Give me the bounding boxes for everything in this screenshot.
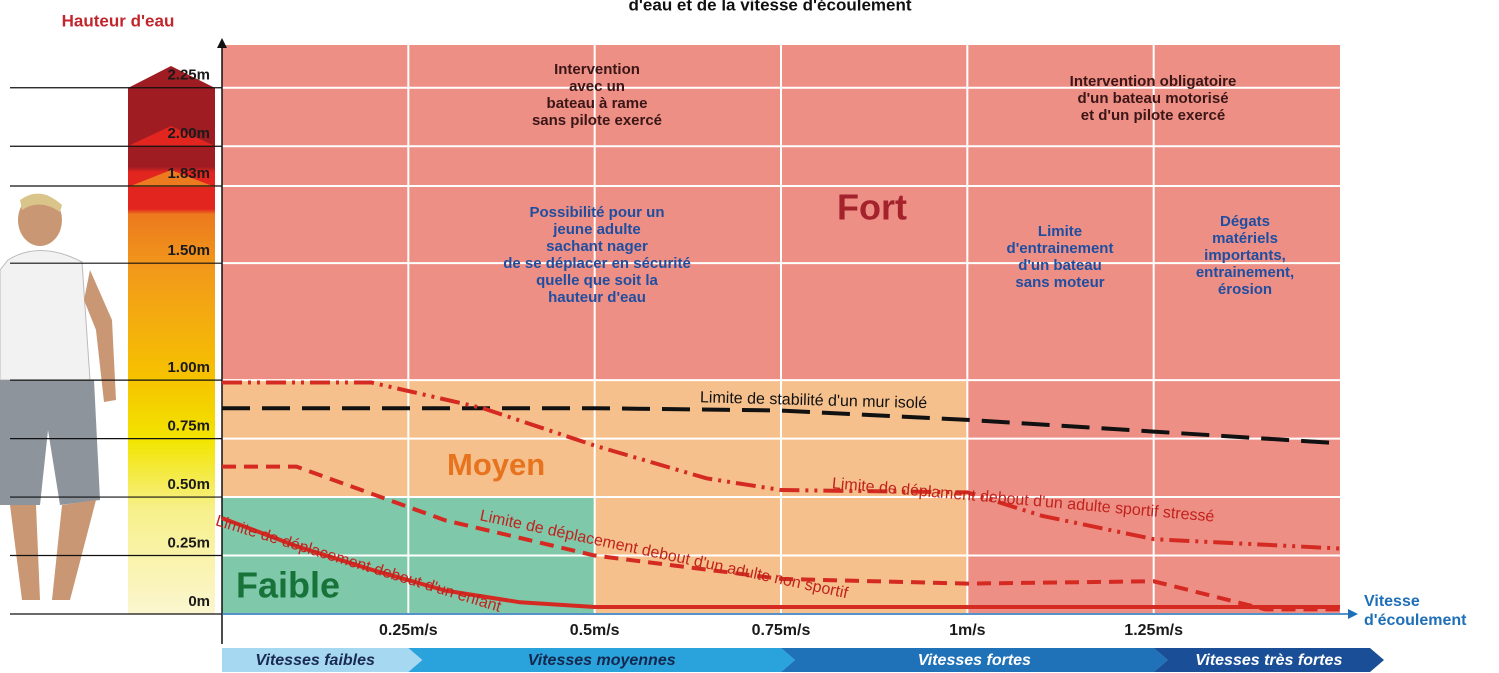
- x-tick-label: 1.25m/s: [1124, 622, 1183, 639]
- speed-band-label: Vitesses fortes: [918, 652, 1031, 669]
- y-tick-label: 1.50m: [167, 242, 210, 259]
- zone-label: Fort: [837, 187, 907, 228]
- gauge-arrow: [128, 66, 215, 88]
- y-axis-arrow: [217, 38, 227, 48]
- person-shorts: [0, 380, 100, 505]
- series-line: [222, 406, 1341, 446]
- chart-title: d'eau et de la vitesse d'écoulement: [628, 0, 911, 14]
- y-tick-label: 0m: [188, 593, 210, 610]
- person: [0, 193, 116, 600]
- y-tick-label: 0.25m: [167, 534, 210, 551]
- y-tick-label: 0.50m: [167, 476, 210, 493]
- annotation: quelle que soit la: [536, 272, 658, 289]
- series-line: [222, 464, 1340, 612]
- speed-band: [408, 648, 795, 672]
- speed-band-label: Vitesses moyennes: [528, 652, 676, 669]
- annotation: avec un: [569, 78, 625, 95]
- annotation: jeune adulte: [552, 221, 641, 238]
- gauge: [128, 66, 215, 614]
- series-label: Limite de stabilité d'un mur isolé: [700, 389, 928, 412]
- gauge-chevron: [128, 126, 215, 146]
- annotation: entrainement,: [1196, 264, 1294, 281]
- annotation: matériels: [1212, 230, 1278, 247]
- speed-band-label: Vitesses très fortes: [1195, 652, 1342, 669]
- annotation: d'un bateau: [1018, 257, 1102, 274]
- annotation: sans pilote exercé: [532, 112, 662, 129]
- series-line: [222, 380, 1341, 551]
- annotation: importants,: [1204, 247, 1286, 264]
- person-shirt: [0, 250, 91, 381]
- person-legs: [10, 500, 96, 600]
- x-tick-label: 0.25m/s: [379, 622, 438, 639]
- annotation: Intervention: [554, 61, 640, 78]
- annotation: hauteur d'eau: [548, 289, 646, 306]
- annotation: d'un bateau motorisé: [1077, 90, 1228, 107]
- annotation: d'entrainement: [1007, 240, 1114, 257]
- y-tick-label: 1.83m: [167, 165, 210, 182]
- y-tick-label: 1.00m: [167, 359, 210, 376]
- y-tick-label: 2.00m: [167, 125, 210, 142]
- speed-band-label: Vitesses faibles: [255, 652, 375, 669]
- series-line: [221, 516, 1340, 609]
- y-tick-label: 2.25m: [167, 67, 210, 84]
- annotation: Possibilité pour un: [529, 204, 664, 221]
- annotation: sans moteur: [1015, 274, 1104, 291]
- speed-band: [222, 648, 423, 672]
- y-axis-label: Hauteur d'eau: [62, 11, 175, 30]
- zone-label: Faible: [236, 565, 340, 606]
- speed-band: [1153, 648, 1384, 672]
- annotation: de se déplacer en sécurité: [503, 255, 691, 272]
- zone-label: Moyen: [447, 447, 545, 482]
- annotation: Intervention obligatoire: [1070, 73, 1237, 90]
- person-head: [18, 194, 62, 246]
- person-hair: [20, 193, 62, 212]
- speed-band: [781, 648, 1168, 672]
- x-tick-label: 0.75m/s: [752, 622, 811, 639]
- x-tick-label: 0.5m/s: [570, 622, 620, 639]
- annotation: bateau à rame: [547, 95, 648, 112]
- annotation: Limite: [1038, 223, 1082, 240]
- annotation: érosion: [1218, 281, 1272, 298]
- annotation: Dégats: [1220, 213, 1270, 230]
- annotation: sachant nager: [546, 238, 648, 255]
- x-axis-label: Vitesse: [1364, 593, 1420, 610]
- x-tick-label: 1m/s: [949, 622, 986, 639]
- y-tick-label: 0.75m: [167, 418, 210, 435]
- person-arm: [84, 270, 116, 402]
- x-axis-arrow: [1348, 609, 1358, 619]
- x-axis-label: d'écoulement: [1364, 612, 1467, 629]
- annotation: et d'un pilote exercé: [1081, 107, 1225, 124]
- gauge-chevron: [128, 170, 215, 187]
